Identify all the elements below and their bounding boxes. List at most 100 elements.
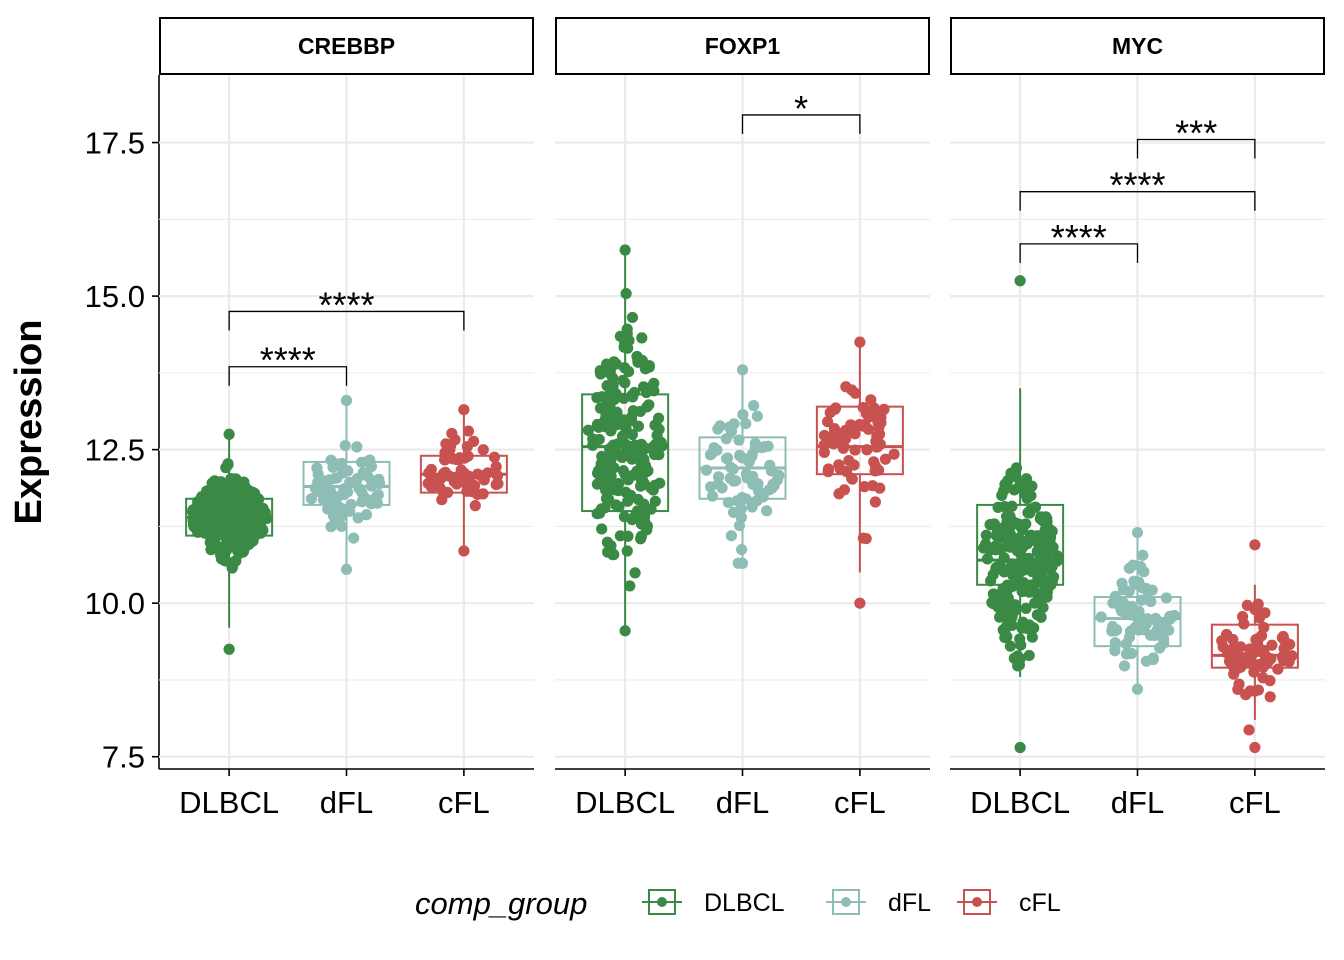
- data-point: [1135, 594, 1148, 606]
- x-tick-label: dFL: [320, 785, 373, 820]
- data-point: [708, 442, 720, 454]
- data-point: [596, 523, 608, 535]
- data-point: [837, 442, 849, 454]
- data-point: [712, 423, 724, 435]
- data-point: [619, 362, 631, 374]
- facet-strip: [950, 17, 1325, 75]
- data-point: [984, 519, 996, 531]
- data-point: [219, 508, 231, 521]
- data-point: [980, 529, 992, 541]
- data-point: [255, 506, 267, 518]
- data-point: [602, 474, 614, 487]
- data-point: [230, 534, 243, 546]
- data-point: [1000, 510, 1013, 523]
- data-points: [818, 336, 900, 609]
- data-point: [1011, 569, 1023, 581]
- data-point: [605, 540, 617, 552]
- data-point: [878, 403, 890, 416]
- data-point: [773, 469, 785, 481]
- data-point: [1237, 611, 1249, 623]
- data-point: [638, 454, 650, 467]
- data-point: [352, 512, 364, 524]
- data-point: [1109, 645, 1121, 657]
- data-point: [722, 496, 734, 509]
- data-point: [1163, 624, 1175, 636]
- data-point: [597, 461, 609, 473]
- data-point: [1026, 631, 1038, 643]
- data-point: [833, 488, 845, 500]
- data-point-max: [854, 336, 866, 348]
- data-point: [351, 473, 363, 485]
- data-point-max: [340, 394, 353, 407]
- data-point: [1127, 559, 1139, 571]
- data-point: [195, 507, 207, 520]
- data-point: [869, 465, 881, 477]
- data-point: [860, 532, 872, 545]
- data-point: [1029, 597, 1041, 609]
- data-point: [604, 400, 616, 412]
- data-point: [865, 394, 877, 406]
- data-point: [200, 522, 212, 535]
- data-point: [748, 399, 760, 412]
- data-point: [1031, 609, 1043, 621]
- data-point: [1001, 631, 1013, 643]
- data-point: [1137, 549, 1149, 561]
- data-point: [1017, 616, 1029, 628]
- data-point: [740, 493, 752, 505]
- legend-entry-cfl: cFL: [957, 889, 1061, 917]
- data-point: [211, 522, 223, 534]
- data-point-min: [458, 545, 470, 557]
- data-point: [1120, 648, 1133, 660]
- data-point: [1118, 660, 1131, 672]
- data-point: [627, 391, 639, 403]
- facet-title: FOXP1: [705, 33, 781, 59]
- data-point: [186, 506, 199, 518]
- bracket-line: [1019, 243, 1139, 263]
- data-point: [1028, 502, 1040, 514]
- data-point: [733, 519, 746, 532]
- box-dfl: [302, 394, 391, 575]
- data-point-max: [619, 244, 631, 256]
- significance-bracket: *: [741, 88, 861, 134]
- data-point: [604, 484, 616, 496]
- data-point: [1020, 518, 1032, 530]
- data-point: [601, 380, 613, 392]
- data-point: [221, 486, 234, 498]
- data-point: [370, 490, 383, 503]
- data-point: [325, 521, 337, 533]
- significance-label: ***: [1175, 112, 1217, 153]
- data-point: [215, 476, 227, 488]
- data-point: [224, 526, 236, 538]
- data-point: [607, 549, 619, 561]
- box-dfl: [1093, 526, 1182, 695]
- data-point: [353, 482, 365, 495]
- significance-label: *: [794, 88, 808, 129]
- data-point: [358, 494, 370, 506]
- data-point: [1257, 672, 1269, 684]
- data-point: [821, 416, 834, 428]
- data-point: [439, 454, 451, 466]
- data-point: [1138, 566, 1150, 578]
- data-points: [186, 428, 273, 655]
- data-point: [488, 451, 501, 463]
- data-point: [824, 406, 836, 419]
- data-point: [1021, 538, 1034, 550]
- box-dfl: [698, 364, 787, 569]
- data-point: [997, 522, 1009, 534]
- data-point: [740, 468, 752, 480]
- data-point: [237, 510, 249, 523]
- data-point: [204, 483, 217, 495]
- data-point: [728, 475, 740, 487]
- significance-label: ****: [260, 340, 316, 381]
- legend-label: DLBCL: [704, 889, 785, 917]
- data-point: [1020, 602, 1032, 615]
- data-point-max: [458, 404, 470, 416]
- data-point: [700, 464, 713, 476]
- data-point: [455, 464, 467, 476]
- data-point: [241, 519, 253, 531]
- bracket-line: [1136, 138, 1256, 159]
- data-point: [998, 598, 1011, 610]
- data-point-min: [736, 557, 749, 569]
- data-point: [335, 520, 348, 532]
